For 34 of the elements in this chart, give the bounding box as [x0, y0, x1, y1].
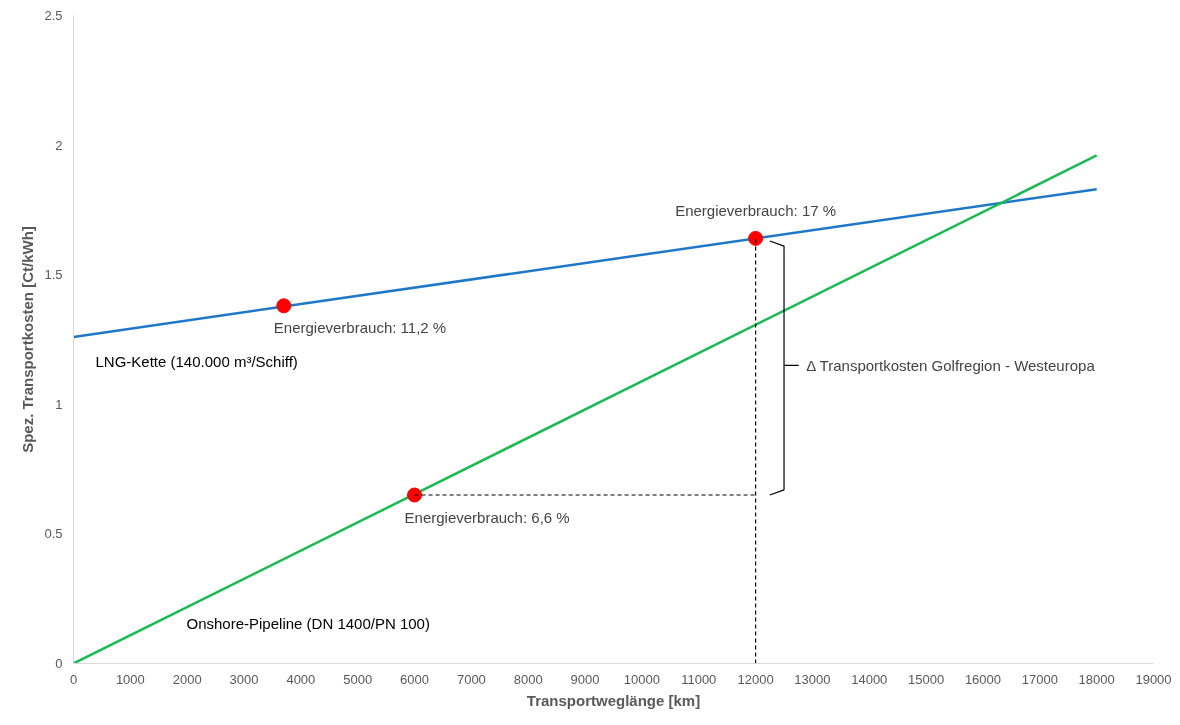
y-tick-label: 2 — [55, 137, 63, 153]
x-tick-label: 2000 — [172, 671, 202, 687]
x-tick-label: 14000 — [851, 671, 888, 687]
x-tick-label: 1000 — [115, 671, 145, 687]
x-tick-label: 6000 — [400, 671, 430, 687]
x-tick-label: 5000 — [343, 671, 373, 687]
annotation: Δ Transportkosten Golfregion - Westeuropa — [806, 356, 1096, 374]
y-tick-label: 1.5 — [44, 267, 63, 283]
x-tick-label: 18000 — [1078, 671, 1115, 687]
series-label: LNG-Kette (140.000 m³/Schiff) — [95, 353, 298, 371]
series-label: Onshore-Pipeline (DN 1400/PN 100) — [186, 615, 430, 632]
x-tick-label: 9000 — [570, 671, 600, 687]
x-tick-label: 11000 — [681, 671, 717, 687]
x-axis-title: Transportweglänge [km] — [526, 691, 701, 709]
annotation: Energieverbrauch: 6,6 % — [404, 508, 570, 526]
x-tick-label: 0 — [69, 671, 78, 687]
x-tick-label: 13000 — [794, 671, 831, 687]
x-tick-label: 10000 — [623, 671, 660, 687]
annotation: Energieverbrauch: 11,2 % — [273, 319, 447, 337]
x-tick-label: 17000 — [1021, 671, 1058, 687]
x-tick-label: 7000 — [456, 671, 486, 687]
y-tick-label: 0 — [55, 656, 63, 671]
x-tick-label: 16000 — [964, 671, 1002, 687]
x-tick-label: 19000 — [1135, 671, 1172, 687]
y-axis-title: Spez. Transportkosten [Ct/kWh] — [19, 226, 37, 453]
x-tick-label: 12000 — [737, 671, 774, 687]
y-tick-label: 0.5 — [44, 526, 63, 542]
annotation: Energieverbrauch: 17 % — [675, 201, 837, 219]
y-tick-label: 2.5 — [44, 8, 63, 23]
x-tick-label: 8000 — [513, 671, 543, 687]
y-tick-label: 1 — [55, 396, 63, 412]
x-tick-label: 3000 — [229, 671, 259, 687]
x-tick-label: 4000 — [286, 671, 316, 687]
x-tick-label: 15000 — [908, 671, 945, 687]
